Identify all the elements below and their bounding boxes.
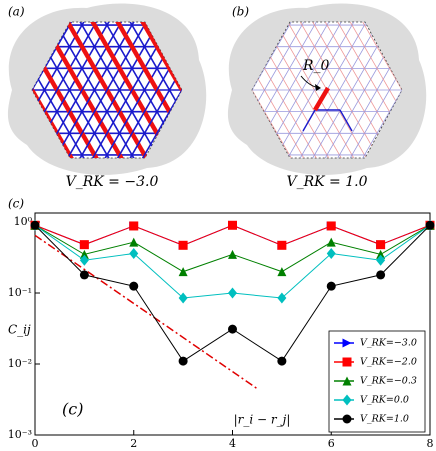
bond <box>252 22 323 158</box>
legend-marker <box>342 394 352 406</box>
marker <box>326 237 336 247</box>
inner-label: (c) <box>62 400 83 419</box>
marker <box>326 221 336 231</box>
marker <box>178 240 188 250</box>
panel-label: (c) <box>8 197 24 211</box>
marker <box>228 249 237 259</box>
marker <box>178 267 188 277</box>
marker <box>376 240 386 250</box>
bond <box>32 22 92 158</box>
marker <box>228 287 237 299</box>
y-tick-label: 10⁻² <box>8 357 32 370</box>
series-line <box>34 224 431 299</box>
x-tick-label: 2 <box>130 437 137 450</box>
marker <box>129 221 139 231</box>
marker <box>228 220 237 230</box>
x-tick-label: 0 <box>32 437 39 450</box>
marker <box>277 292 287 304</box>
bond <box>123 22 182 158</box>
x-tick-label: 4 <box>229 437 236 450</box>
marker <box>376 249 386 259</box>
x-tick-label: 8 <box>427 437 434 450</box>
marker <box>79 240 89 250</box>
marker <box>129 248 139 260</box>
bond <box>32 22 103 158</box>
marker <box>228 324 237 334</box>
bond <box>111 22 182 158</box>
legend-marker <box>342 376 352 386</box>
marker <box>129 237 139 247</box>
bond <box>343 22 402 158</box>
y-tick-label: 10⁰ <box>14 215 33 228</box>
bond <box>339 109 353 132</box>
marker <box>79 254 89 266</box>
bond <box>306 22 402 158</box>
y-tick-label: 10⁻¹ <box>8 286 32 299</box>
y-tick-label: 10⁻³ <box>8 428 32 441</box>
annotation: R_0 <box>302 58 330 74</box>
marker <box>326 281 336 291</box>
marker <box>376 270 386 280</box>
legend-marker <box>342 338 352 348</box>
marker <box>425 220 435 230</box>
bond <box>331 22 402 158</box>
marker <box>79 270 89 280</box>
bond <box>252 22 311 158</box>
bond <box>98 22 182 158</box>
series-line <box>34 224 431 273</box>
legend-label: V_RK=1.0 <box>360 414 409 425</box>
panel-label: (b) <box>232 5 249 19</box>
bond <box>302 109 316 132</box>
bond <box>122 22 182 158</box>
bond <box>252 22 348 158</box>
legend-label: V_RK=−2.0 <box>360 357 417 368</box>
marker <box>277 267 287 277</box>
legend-label: V_RK=0.0 <box>360 395 409 406</box>
marker <box>178 292 188 304</box>
marker <box>277 240 287 250</box>
legend-marker <box>342 357 352 367</box>
marker <box>79 249 89 259</box>
x-axis-label: |r_i − r_j| <box>234 413 291 427</box>
bond <box>32 22 128 158</box>
bond <box>318 22 402 158</box>
legend-label: V_RK=−3.0 <box>360 338 417 349</box>
x-tick-label: 6 <box>328 437 335 450</box>
legend-marker <box>342 414 352 424</box>
caption: V_RK = 1.0 <box>286 174 367 190</box>
marker <box>129 281 139 291</box>
bond <box>252 22 336 158</box>
bond <box>343 22 402 158</box>
marker <box>326 248 336 260</box>
marker <box>277 356 287 366</box>
bond <box>252 22 311 158</box>
marker <box>30 220 40 230</box>
bond <box>86 22 182 158</box>
dimer <box>313 86 330 112</box>
panel-label: (a) <box>8 5 25 19</box>
y-axis-label: C_ij <box>8 323 31 337</box>
fit-line <box>34 234 258 390</box>
legend-label: V_RK=−0.3 <box>360 376 417 387</box>
lattice-panels <box>7 3 427 175</box>
marker <box>178 356 188 366</box>
caption: V_RK = −3.0 <box>66 174 159 190</box>
arrow-head <box>315 84 321 91</box>
marker <box>376 254 386 266</box>
